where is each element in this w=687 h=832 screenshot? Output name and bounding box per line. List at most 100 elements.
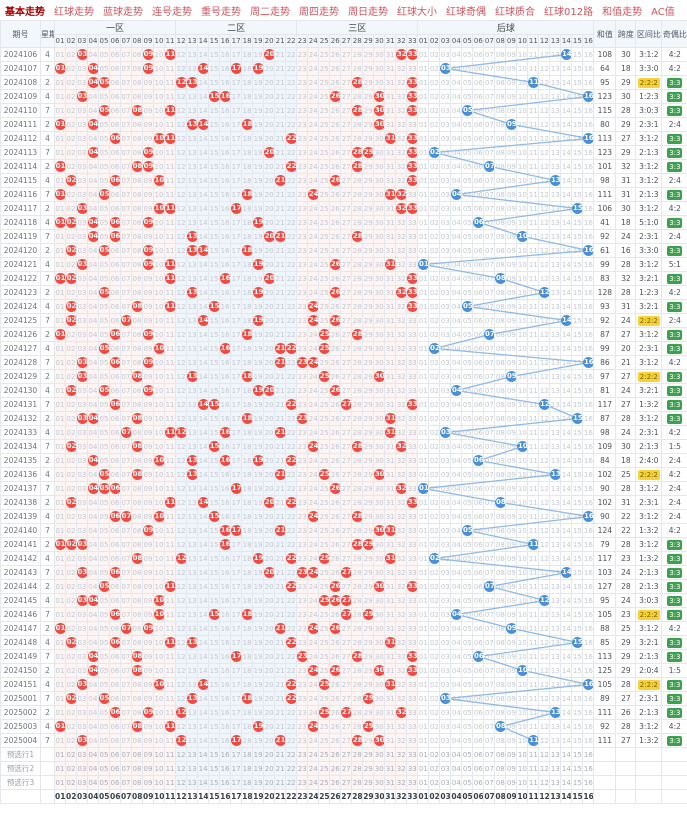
preselect-number: 02	[65, 775, 77, 790]
period-cell: 2024139	[0, 509, 41, 524]
red-ball: 13	[187, 637, 198, 648]
red-number-cell: 31	[384, 159, 397, 174]
nav-item-6[interactable]: 周二走势	[250, 7, 290, 18]
nav-item-8[interactable]: 周日走势	[348, 7, 388, 18]
red-number-cell: 13	[186, 397, 199, 412]
red-number-cell: 08	[131, 383, 143, 398]
draw-row-2024120: 2024120 2 01 02 03 04 05 06 07 08 09 10 11 12 13 14 15 16…	[0, 243, 687, 258]
col-number-header: 01	[417, 34, 430, 48]
blue-number-cell: 08	[494, 607, 507, 622]
blue-number-cell: 13	[549, 509, 562, 524]
red-number-cell: 32	[395, 47, 408, 62]
red-number-cell: 21	[274, 607, 287, 622]
red-number-cell: 27	[340, 103, 353, 118]
red-number-cell: 12	[175, 565, 188, 580]
red-number-cell: 07	[120, 551, 132, 566]
red-ball: 01	[55, 63, 66, 74]
empty-stat-cell	[635, 789, 663, 804]
red-number-cell: 14	[197, 299, 210, 314]
nav-item-10[interactable]: 红球奇偶	[446, 7, 486, 18]
red-number-cell: 15	[208, 201, 221, 216]
red-ball: 28	[352, 147, 363, 158]
blue-number-cell: 11	[527, 215, 540, 230]
red-number-cell: 14	[197, 691, 210, 706]
red-ball: 26	[330, 483, 341, 494]
nav-item-12[interactable]: 红球012路	[544, 7, 594, 18]
red-number-cell: 27	[340, 327, 353, 342]
red-number-cell: 12	[175, 439, 188, 454]
red-ball: 01	[55, 119, 66, 130]
odd-even-cell: 3:3	[661, 215, 687, 230]
red-number-cell: 16	[219, 607, 232, 622]
nav-item-13[interactable]: 和值走势	[602, 7, 643, 18]
red-ball: 26	[330, 595, 341, 606]
red-number-cell: 18	[241, 523, 254, 538]
red-number-cell: 18	[241, 481, 254, 496]
red-ball: 11	[165, 105, 176, 116]
blue-number-cell: 15	[571, 621, 584, 636]
red-number-cell: 23	[296, 453, 309, 468]
blue-number-cell: 04	[450, 75, 463, 90]
blue-number-cell: 11	[527, 313, 540, 328]
red-number-cell: 20	[263, 621, 276, 636]
blue-number-cell: 12	[538, 61, 551, 76]
nav-item-5[interactable]: 重号走势	[201, 7, 241, 18]
red-number-cell: 02	[65, 439, 77, 454]
blue-number-cell: 01	[417, 271, 430, 286]
sum-cell: 111	[593, 187, 617, 202]
nav-item-9[interactable]: 红球大小	[397, 7, 437, 18]
odd-even-cell: 3:3	[661, 397, 687, 412]
red-number-cell: 09	[142, 341, 154, 356]
red-number-cell: 12	[175, 299, 188, 314]
red-number-cell: 30	[373, 411, 386, 426]
nav-item-4[interactable]: 连号走势	[152, 7, 192, 18]
zone-ratio-cell: 3:1:2	[635, 131, 663, 146]
weekday-cell: 7	[40, 145, 55, 160]
nav-item-11[interactable]: 红球质合	[495, 7, 535, 18]
preselect-row-3[interactable]: 预选行3 01 02 03 04 05 06 07 08 09 10 11 12 13 14 15 16 17 18…	[0, 775, 687, 790]
red-number-cell: 26	[329, 229, 342, 244]
nav-item-3[interactable]: 蓝球走势	[103, 7, 143, 18]
red-ball: 03	[77, 49, 88, 60]
red-number-cell: 16	[219, 481, 232, 496]
preselect-row-1[interactable]: 预选行1 01 02 03 04 05 06 07 08 09 10 11 12 13 14 15 16 17 18…	[0, 747, 687, 762]
red-number-cell: 14	[197, 523, 210, 538]
red-number-cell: 17	[230, 635, 243, 650]
odd-even-cell: 4:2	[661, 201, 687, 216]
period-cell: 2024146	[0, 607, 41, 622]
red-number-cell: 17	[230, 495, 243, 510]
nav-item-14[interactable]: AC值	[651, 7, 675, 18]
red-number-cell: 16	[219, 89, 232, 104]
red-number-cell: 06	[109, 271, 121, 286]
nav-item-2[interactable]: 红球走势	[54, 7, 94, 18]
red-number-cell: 25	[318, 439, 331, 454]
red-number-cell: 27	[340, 537, 353, 552]
red-ball: 30	[374, 119, 385, 130]
red-ball: 09	[143, 49, 154, 60]
preselect-row-2[interactable]: 预选行2 01 02 03 04 05 06 07 08 09 10 11 12 13 14 15 16 17 18…	[0, 761, 687, 776]
blue-number-cell: 15	[571, 691, 584, 706]
red-number-cell: 17	[230, 103, 243, 118]
blue-number-cell: 05	[461, 677, 474, 692]
blue-number-cell: 03	[439, 495, 452, 510]
blue-number-cell: 13	[549, 271, 562, 286]
red-ball: 20	[264, 567, 275, 578]
red-number-cell: 05	[98, 523, 110, 538]
red-number-cell: 05	[98, 229, 110, 244]
weekday-cell: 2	[40, 453, 55, 468]
red-number-cell: 24	[307, 719, 320, 734]
red-number-cell: 02	[65, 369, 77, 384]
nav-item-7[interactable]: 周四走势	[299, 7, 339, 18]
blue-number-cell: 16	[582, 649, 595, 664]
red-number-cell: 21	[274, 691, 287, 706]
blue-number-cell: 11	[527, 131, 540, 146]
blue-number-cell: 12	[538, 649, 551, 664]
nav-item-1[interactable]: 基本走势	[5, 7, 45, 18]
blue-number-cell: 07	[483, 719, 496, 734]
odd-even-cell: 4:2	[661, 467, 687, 482]
red-number-cell: 07	[120, 103, 132, 118]
blue-number-cell: 04	[450, 439, 463, 454]
blue-number-cell: 16	[582, 145, 595, 160]
red-number-cell: 10	[153, 257, 165, 272]
red-number-cell: 09	[142, 47, 154, 62]
